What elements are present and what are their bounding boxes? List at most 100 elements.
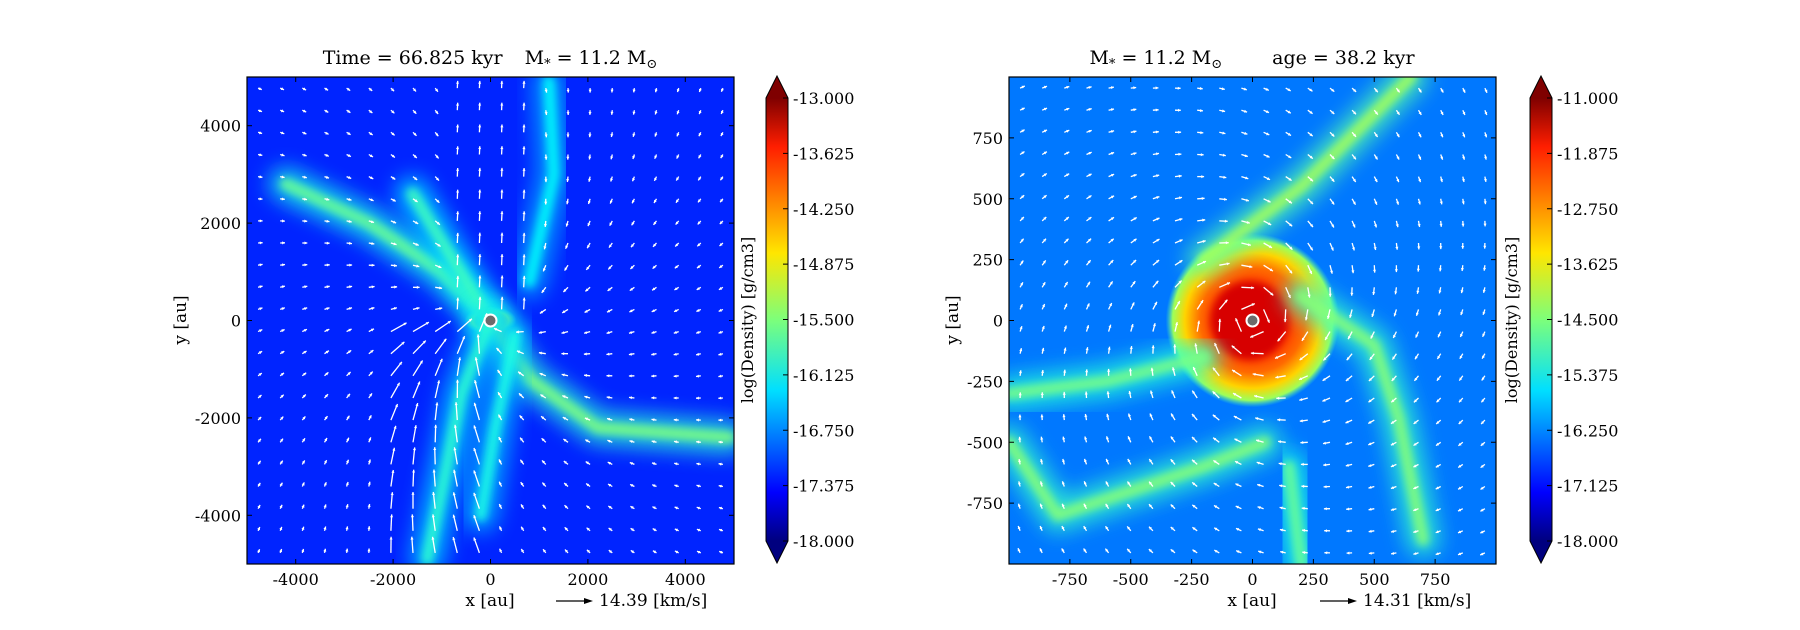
velocity-arrowhead [1192, 413, 1195, 417]
velocity-arrowhead [1331, 111, 1335, 114]
velocity-arrow [390, 361, 403, 377]
velocity-arrowhead [1309, 88, 1313, 92]
velocity-arrowhead [1310, 201, 1313, 205]
velocity-arrowhead [719, 551, 723, 554]
velocity-arrowhead [562, 395, 566, 399]
velocity-arrowhead [1390, 508, 1395, 511]
velocity-arrowhead [719, 243, 723, 246]
velocity-arrowhead [499, 548, 503, 552]
velocity-arrowhead [301, 548, 305, 552]
velocity-arrowhead [302, 438, 305, 442]
velocity-arrowhead [1085, 347, 1089, 351]
velocity-arrowhead [393, 242, 397, 246]
velocity-arrowhead [326, 329, 330, 332]
velocity-arrowhead [1107, 368, 1111, 372]
colorbar-tick-label: -15.500 [793, 311, 854, 330]
velocity-arrowhead [674, 528, 678, 532]
velocity-arrowhead [1043, 217, 1047, 220]
velocity-arrowhead [456, 232, 460, 236]
velocity-arrowhead [1330, 270, 1333, 274]
velocity-arrowhead [474, 380, 477, 384]
velocity-arrowhead [325, 372, 329, 376]
velocity-arrowhead [370, 176, 374, 179]
velocity-arrowhead [1084, 458, 1087, 463]
velocity-arrowhead [304, 197, 307, 201]
velocity-arrowhead [651, 396, 655, 400]
velocity-arrowhead [566, 134, 570, 138]
velocity-arrowhead [326, 263, 330, 267]
velocity-arrowhead [1065, 217, 1069, 220]
velocity-arrowhead [280, 438, 283, 442]
velocity-arrowhead [301, 460, 305, 464]
velocity-arrowhead [630, 484, 634, 487]
velocity-arrowhead [1480, 442, 1484, 446]
velocity-arrowhead [562, 310, 566, 313]
velocity-arrowhead [697, 243, 701, 247]
velocity-arrowhead [1178, 280, 1182, 284]
velocity-arrowhead [1418, 156, 1422, 160]
velocity-arrowhead [412, 447, 416, 451]
velocity-arrowhead [1224, 299, 1228, 303]
velocity-arrowhead [585, 439, 589, 443]
velocity-arrowhead [1234, 438, 1238, 442]
velocity-arrowhead [279, 482, 283, 486]
velocity-arrowhead [542, 504, 546, 508]
velocity-arrowhead [468, 318, 472, 322]
velocity-arrowhead [1020, 216, 1024, 220]
velocity-arrowhead [349, 285, 353, 289]
velocity-arrow [477, 334, 481, 354]
left-colorbar-top-extension [766, 76, 788, 98]
velocity-arrowhead [1458, 552, 1462, 556]
velocity-arrowhead [1245, 176, 1249, 180]
velocity-arrowhead [367, 481, 371, 485]
velocity-arrowhead [391, 132, 395, 136]
velocity-arrowhead [279, 549, 283, 553]
velocity-arrowhead [566, 112, 570, 115]
velocity-arrowhead [1107, 346, 1111, 350]
velocity-arrowhead [1088, 195, 1092, 199]
velocity-arrowhead [369, 154, 373, 157]
velocity-arrowhead [1304, 317, 1308, 321]
velocity-arrowhead [1214, 527, 1218, 531]
density-filament [1295, 290, 1429, 546]
velocity-arrowhead [1346, 507, 1350, 511]
velocity-arrowhead [1288, 177, 1292, 181]
velocity-arrowhead [1170, 527, 1174, 530]
velocity-arrowhead [1018, 481, 1021, 485]
velocity-arrowhead [437, 243, 441, 247]
velocity-arrowhead [452, 492, 456, 496]
velocity-arrowhead [1105, 458, 1109, 462]
velocity-arrowhead [454, 402, 458, 406]
velocity-arrowhead [1309, 110, 1313, 114]
velocity-arrowhead [303, 131, 307, 135]
velocity-arrowhead [1200, 109, 1203, 113]
velocity-arrowhead [610, 89, 614, 93]
velocity-arrowhead [522, 124, 526, 128]
velocity-arrowhead [259, 175, 263, 179]
velocity-arrowhead [1302, 551, 1306, 555]
velocity-arrow [390, 322, 407, 333]
velocity-arrowhead [1212, 391, 1216, 395]
velocity-arrowhead [1222, 131, 1226, 135]
velocity-arrowhead [585, 461, 589, 465]
velocity-arrowhead [1040, 481, 1043, 485]
velocity-arrowhead [422, 340, 426, 344]
velocity-arrowhead [1413, 530, 1417, 533]
velocity-arrowhead [1064, 282, 1068, 286]
velocity-arrowhead [544, 89, 548, 93]
right-colorbar-gradient [1530, 98, 1552, 541]
right-colorbar: -11.000 -11.875 -12.750 -13.625 -14.500 -15.3… [1502, 74, 1618, 565]
velocity-arrowhead [437, 380, 441, 384]
velocity-arrowhead [1266, 319, 1270, 323]
velocity-arrow [434, 358, 443, 377]
colorbar-tick-label: -14.875 [793, 255, 854, 274]
velocity-arrowhead [608, 484, 612, 487]
velocity-arrowhead [1150, 390, 1153, 394]
velocity-arrowhead [1201, 197, 1205, 200]
velocity-arrowhead [1413, 442, 1417, 446]
velocity-arrow [412, 340, 427, 355]
velocity-arrowhead [718, 440, 722, 444]
velocity-arrowhead [1353, 111, 1356, 115]
velocity-arrowhead [478, 189, 482, 193]
velocity-arrowhead [348, 219, 352, 223]
